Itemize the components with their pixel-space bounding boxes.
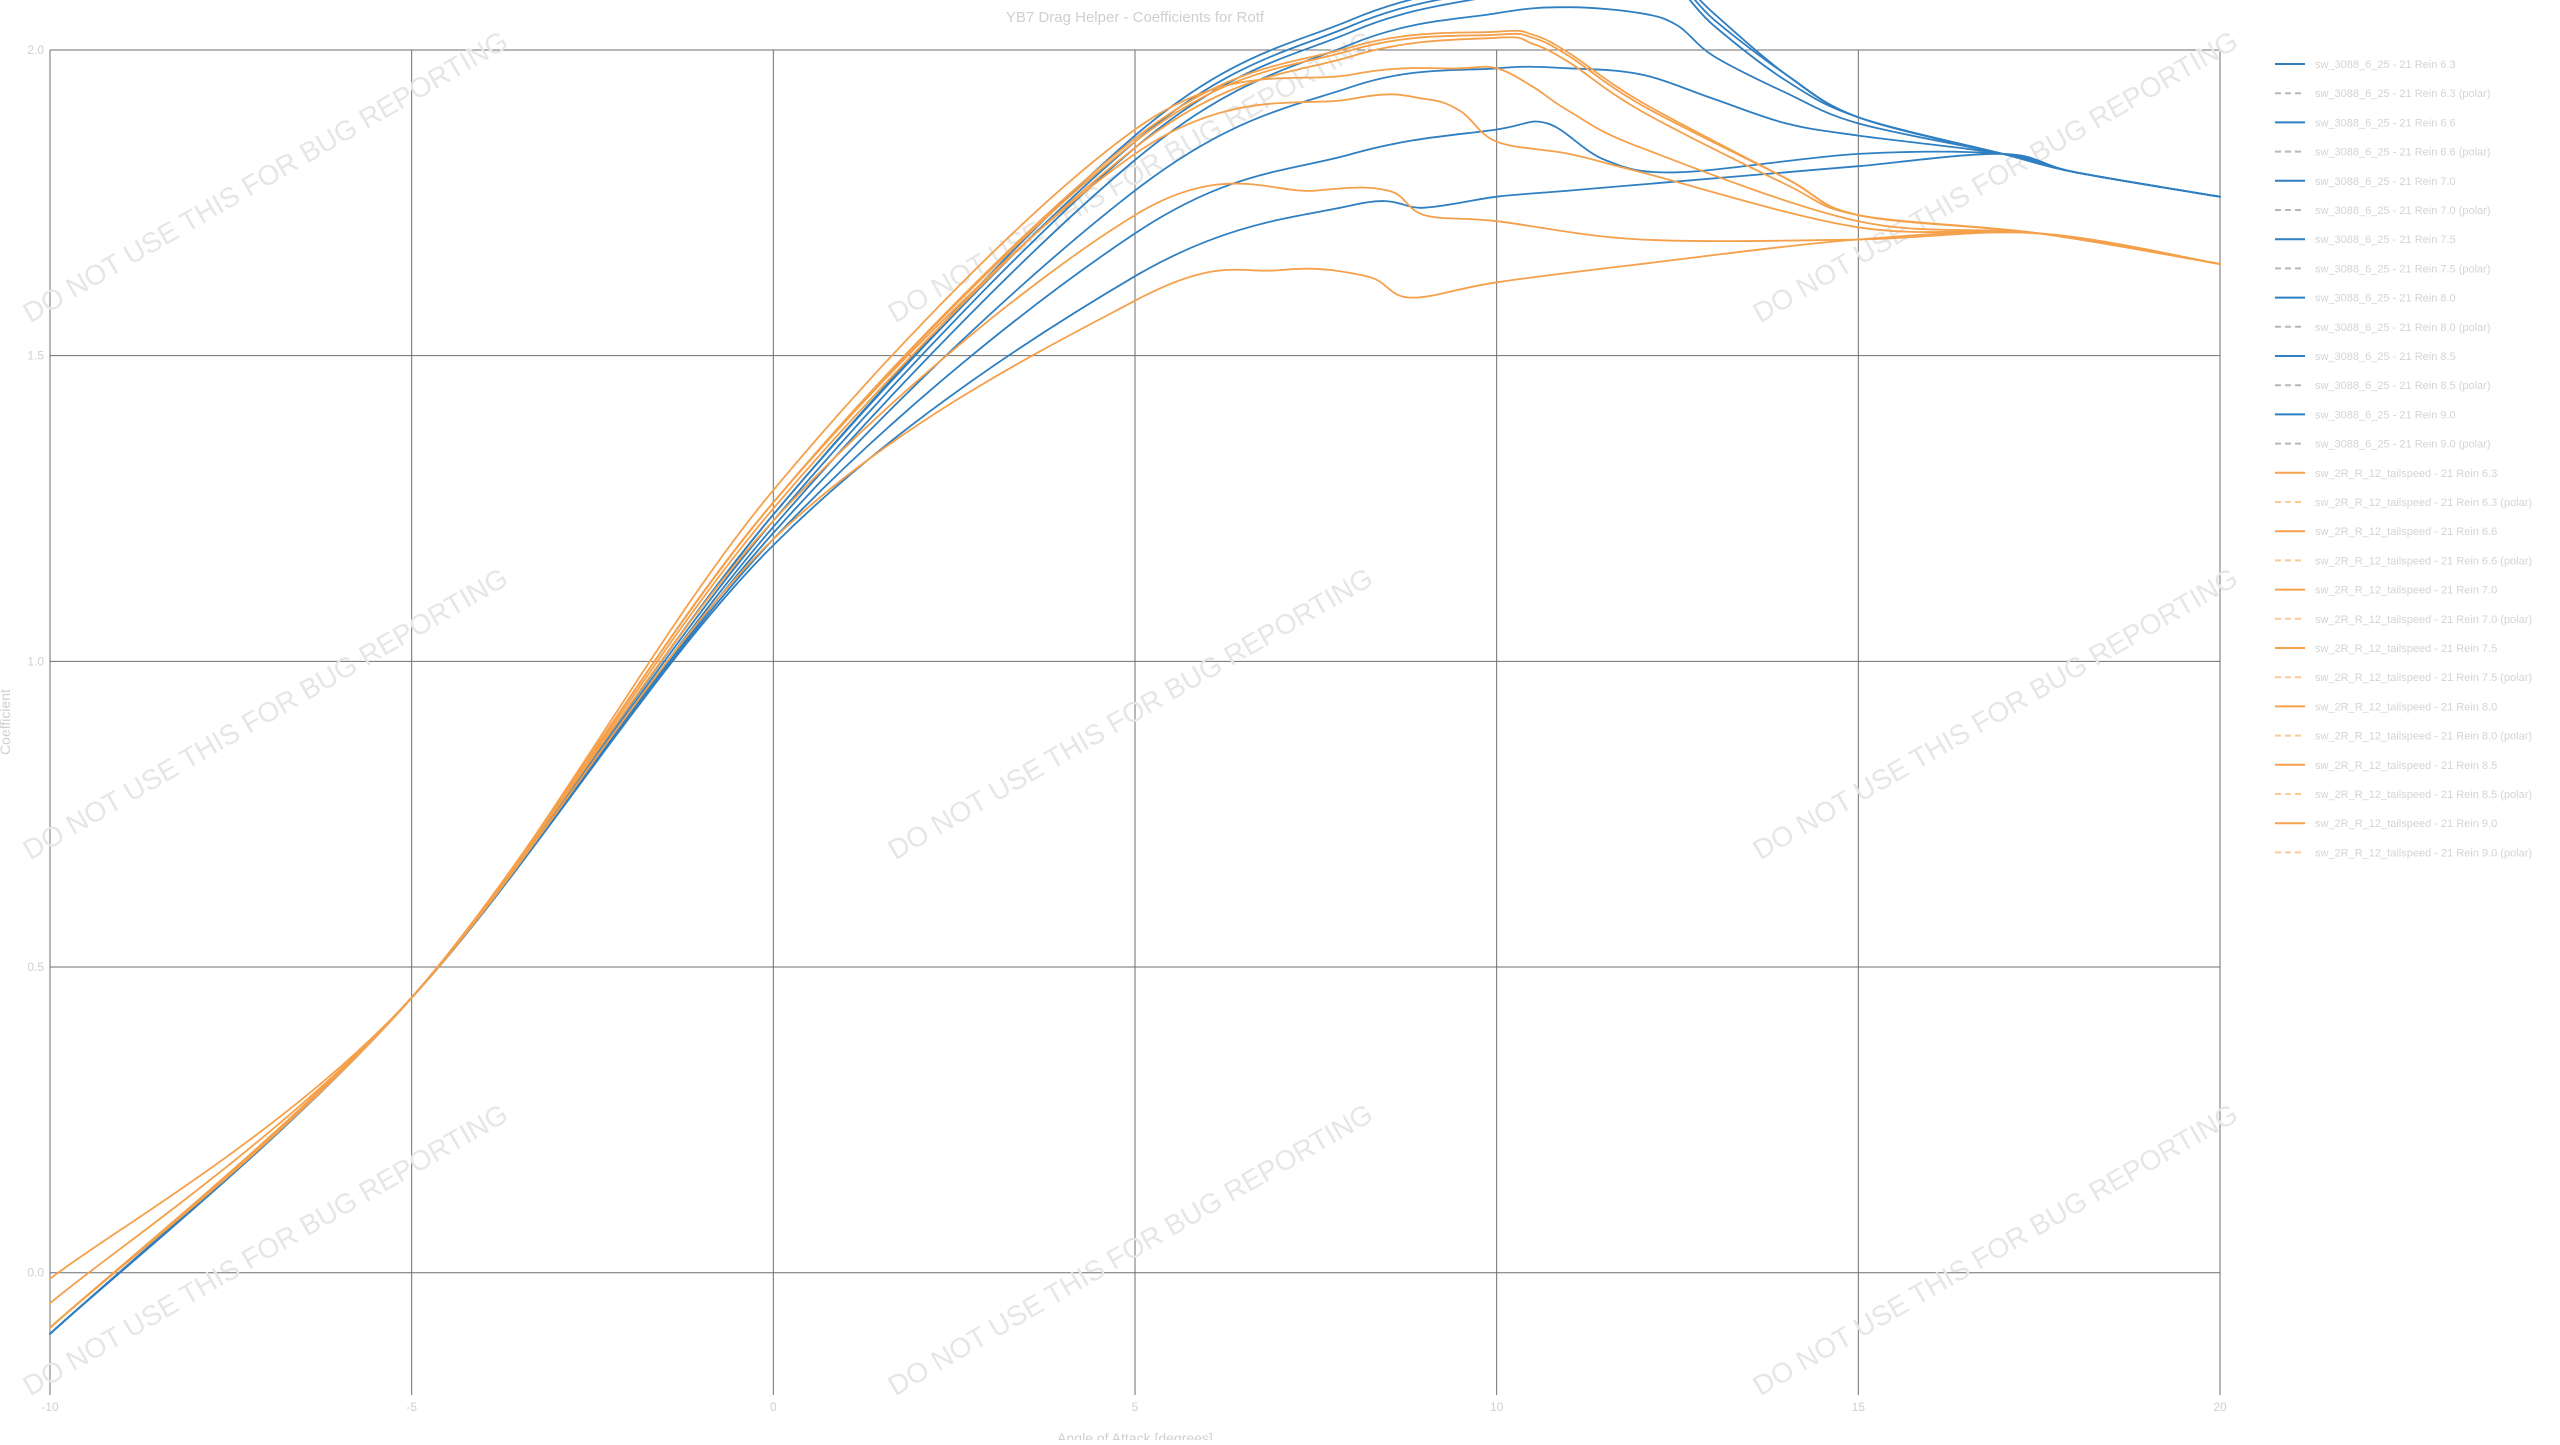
legend-label: sw_3088_6_25 - 21 Rein 6.3 <box>2315 59 2456 71</box>
legend-entry[interactable]: sw_2R_R_12_tailspeed - 21 Rein 8.0 (pola… <box>2275 731 2532 743</box>
legend-entry[interactable]: sw_3088_6_25 - 21 Rein 7.0 <box>2275 176 2456 188</box>
y-axis-label: Coefficient <box>0 689 13 755</box>
watermark-text: DO NOT USE THIS FOR BUG REPORTING <box>18 25 513 329</box>
watermark-text: DO NOT USE THIS FOR BUG REPORTING <box>883 25 1378 329</box>
legend-label: sw_2R_R_12_tailspeed - 21 Rein 7.5 (pola… <box>2315 672 2532 684</box>
x-tick-label: 5 <box>1132 1400 1139 1414</box>
axes-layer: -10 -5 0 5 10 15 20 0.0 0.5 1.0 1.5 2.0 <box>27 43 2227 1414</box>
watermark-text: DO NOT USE THIS FOR BUG REPORTING <box>883 562 1378 866</box>
legend-label: sw_2R_R_12_tailspeed - 21 Rein 9.0 <box>2315 818 2497 830</box>
x-tick-label: 20 <box>2213 1400 2227 1414</box>
legend-label: sw_2R_R_12_tailspeed - 21 Rein 7.0 (pola… <box>2315 614 2532 626</box>
legend-entry[interactable]: sw_3088_6_25 - 21 Rein 7.5 (polar) <box>2275 263 2491 275</box>
legend-entry[interactable]: sw_3088_6_25 - 21 Rein 8.0 <box>2275 293 2456 305</box>
legend-entry[interactable]: sw_3088_6_25 - 21 Rein 6.6 <box>2275 117 2456 129</box>
x-tick-label: -10 <box>41 1400 59 1414</box>
grid-layer <box>49 49 2221 1395</box>
watermark-text: DO NOT USE THIS FOR BUG REPORTING <box>18 562 513 866</box>
series-layer <box>49 0 2221 1335</box>
legend-label: sw_2R_R_12_tailspeed - 21 Rein 6.6 <box>2315 526 2497 538</box>
legend-label: sw_3088_6_25 - 21 Rein 8.0 (polar) <box>2315 322 2491 334</box>
legend-entry[interactable]: sw_2R_R_12_tailspeed - 21 Rein 6.6 (pola… <box>2275 555 2532 567</box>
legend-label: sw_2R_R_12_tailspeed - 21 Rein 9.0 (pola… <box>2315 847 2532 859</box>
legend-label: sw_2R_R_12_tailspeed - 21 Rein 8.0 (pola… <box>2315 731 2532 743</box>
legend-label: sw_3088_6_25 - 21 Rein 7.5 <box>2315 234 2456 246</box>
legend-entry[interactable]: sw_3088_6_25 - 21 Rein 6.6 (polar) <box>2275 147 2491 159</box>
x-tick-label: 10 <box>1490 1400 1504 1414</box>
chart-title: YB7 Drag Helper - Coefficients for Rotf <box>1006 9 1265 26</box>
y-tick-label: 2.0 <box>27 43 44 57</box>
legend-label: sw_3088_6_25 - 21 Rein 8.5 <box>2315 351 2456 363</box>
legend-entry[interactable]: sw_3088_6_25 - 21 Rein 9.0 <box>2275 409 2456 421</box>
legend-entry[interactable]: sw_2R_R_12_tailspeed - 21 Rein 6.3 <box>2275 468 2497 480</box>
legend-entry[interactable]: sw_3088_6_25 - 21 Rein 6.3 (polar) <box>2275 88 2491 100</box>
legend-label: sw_3088_6_25 - 21 Rein 8.0 <box>2315 293 2456 305</box>
legend-entry[interactable]: sw_2R_R_12_tailspeed - 21 Rein 9.0 (pola… <box>2275 847 2532 859</box>
legend-entry[interactable]: sw_2R_R_12_tailspeed - 21 Rein 8.0 <box>2275 701 2497 713</box>
watermark-text: DO NOT USE THIS FOR BUG REPORTING <box>1748 1098 2243 1402</box>
x-tick-label: 0 <box>770 1400 777 1414</box>
legend-label: sw_3088_6_25 - 21 Rein 7.0 <box>2315 176 2456 188</box>
legend-label: sw_2R_R_12_tailspeed - 21 Rein 7.5 <box>2315 643 2497 655</box>
y-tick-label: 1.0 <box>27 654 44 668</box>
legend-entry[interactable]: sw_3088_6_25 - 21 Rein 8.0 (polar) <box>2275 322 2491 334</box>
legend-label: sw_3088_6_25 - 21 Rein 6.6 <box>2315 117 2456 129</box>
legend-label: sw_2R_R_12_tailspeed - 21 Rein 6.3 <box>2315 468 2497 480</box>
legend-entry[interactable]: sw_3088_6_25 - 21 Rein 9.0 (polar) <box>2275 439 2491 451</box>
legend-label: sw_2R_R_12_tailspeed - 21 Rein 7.0 <box>2315 585 2497 597</box>
legend-entry[interactable]: sw_2R_R_12_tailspeed - 21 Rein 8.5 (pola… <box>2275 789 2532 801</box>
legend-entry[interactable]: sw_2R_R_12_tailspeed - 21 Rein 9.0 <box>2275 818 2497 830</box>
legend-entry[interactable]: sw_2R_R_12_tailspeed - 21 Rein 6.6 <box>2275 526 2497 538</box>
legend-entry[interactable]: sw_2R_R_12_tailspeed - 21 Rein 7.5 (pola… <box>2275 672 2532 684</box>
watermark-text: DO NOT USE THIS FOR BUG REPORTING <box>883 1098 1378 1402</box>
watermark-text: DO NOT USE THIS FOR BUG REPORTING <box>1748 562 2243 866</box>
legend-label: sw_3088_6_25 - 21 Rein 7.5 (polar) <box>2315 263 2491 275</box>
legend-label: sw_2R_R_12_tailspeed - 21 Rein 6.3 (pola… <box>2315 497 2532 509</box>
legend[interactable]: sw_3088_6_25 - 21 Rein 6.3 sw_3088_6_25 -… <box>2275 59 2532 859</box>
legend-label: sw_3088_6_25 - 21 Rein 9.0 <box>2315 409 2456 421</box>
legend-entry[interactable]: sw_2R_R_12_tailspeed - 21 Rein 8.5 <box>2275 760 2497 772</box>
legend-label: sw_3088_6_25 - 21 Rein 6.3 (polar) <box>2315 88 2491 100</box>
legend-entry[interactable]: sw_3088_6_25 - 21 Rein 6.3 <box>2275 59 2456 71</box>
y-tick-label: 0.5 <box>27 960 44 974</box>
y-tick-label: 1.5 <box>27 349 44 363</box>
legend-label: sw_2R_R_12_tailspeed - 21 Rein 8.5 <box>2315 760 2497 772</box>
legend-label: sw_2R_R_12_tailspeed - 21 Rein 6.6 (pola… <box>2315 555 2532 567</box>
watermark-text: DO NOT USE THIS FOR BUG REPORTING <box>1748 25 2243 329</box>
x-axis-label: Angle of Attack [degrees] <box>1057 1430 1213 1440</box>
legend-entry[interactable]: sw_3088_6_25 - 21 Rein 7.0 (polar) <box>2275 205 2491 217</box>
legend-label: sw_2R_R_12_tailspeed - 21 Rein 8.0 <box>2315 701 2497 713</box>
legend-entry[interactable]: sw_3088_6_25 - 21 Rein 7.5 <box>2275 234 2456 246</box>
legend-entry[interactable]: sw_3088_6_25 - 21 Rein 8.5 (polar) <box>2275 380 2491 392</box>
legend-label: sw_2R_R_12_tailspeed - 21 Rein 8.5 (pola… <box>2315 789 2532 801</box>
legend-entry[interactable]: sw_2R_R_12_tailspeed - 21 Rein 6.3 (pola… <box>2275 497 2532 509</box>
series-line-26 <box>49 29 2221 1329</box>
legend-entry[interactable]: sw_2R_R_12_tailspeed - 21 Rein 7.0 (pola… <box>2275 614 2532 626</box>
legend-label: sw_3088_6_25 - 21 Rein 9.0 (polar) <box>2315 439 2491 451</box>
x-tick-label: 15 <box>1852 1400 1866 1414</box>
legend-entry[interactable]: sw_2R_R_12_tailspeed - 21 Rein 7.5 <box>2275 643 2497 655</box>
legend-entry[interactable]: sw_3088_6_25 - 21 Rein 8.5 <box>2275 351 2456 363</box>
legend-entry[interactable]: sw_2R_R_12_tailspeed - 21 Rein 7.0 <box>2275 585 2497 597</box>
y-tick-label: 0.0 <box>27 1266 44 1280</box>
x-tick-label: -5 <box>406 1400 417 1414</box>
legend-label: sw_3088_6_25 - 21 Rein 8.5 (polar) <box>2315 380 2491 392</box>
legend-label: sw_3088_6_25 - 21 Rein 7.0 (polar) <box>2315 205 2491 217</box>
legend-label: sw_3088_6_25 - 21 Rein 6.6 (polar) <box>2315 147 2491 159</box>
